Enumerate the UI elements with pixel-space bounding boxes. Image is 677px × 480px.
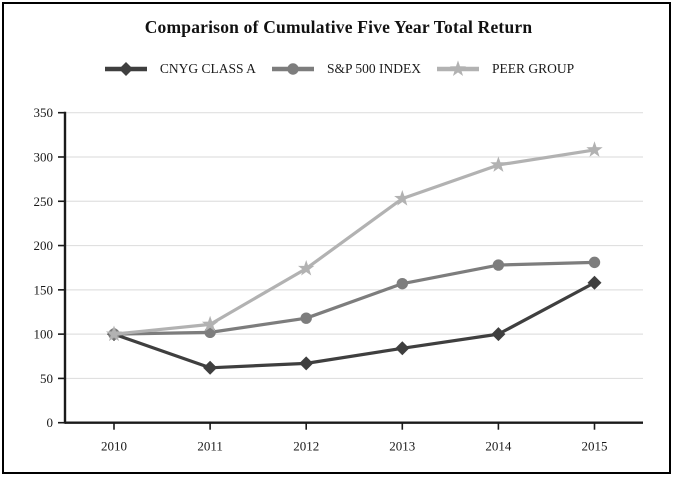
y-tick-label-200: 200 [34,238,54,253]
legend: CNYG CLASS A S&P 500 INDEX PEER GROUP [0,59,677,79]
y-tick-label-250: 250 [34,194,54,209]
series-point-s-p-500-index-2012 [300,312,312,324]
legend-item-s-p-500-index: S&P 500 INDEX [270,59,421,79]
legend-item-peer-group: PEER GROUP [435,59,574,79]
series-point-peer-group-2012 [298,259,315,276]
series-point-cnyg-class-a-2012 [299,356,314,371]
chart-title: Comparison of Cumulative Five Year Total… [144,17,533,37]
legend-label-peer-group: PEER GROUP [491,61,575,76]
series-point-s-p-500-index-2014 [492,259,505,271]
legend-item-cnyg-class-a: CNYG CLASS A [103,59,256,79]
series-point-cnyg-class-a-2013 [395,341,410,356]
legend-circle-icon [271,63,314,75]
x-tick-label-2012: 2012 [293,439,319,454]
series-point-cnyg-class-a-2014 [491,327,506,342]
series-point-peer-group-2011 [201,315,219,332]
x-tick-label-2013: 2013 [389,439,415,454]
legend-marker-cnyg-class-a [118,62,133,76]
y-tick-label-300: 300 [34,149,54,164]
series-point-peer-group-2010 [105,325,123,342]
series-point-cnyg-class-a-2015 [587,275,602,290]
legend-diamond-icon [104,62,147,76]
series-point-peer-group-2013 [394,190,411,206]
legend-label-cnyg-class-a: CNYG CLASS A [159,61,256,76]
y-tick-label-150: 150 [34,282,54,297]
series-line-s-p-500-index [112,260,597,336]
y-tick-label-350: 350 [34,105,54,120]
x-tick-label-2014: 2014 [485,439,512,454]
series-point-s-p-500-index-2015 [588,256,601,269]
y-tick-label-0: 0 [47,415,54,430]
series-point-peer-group-2014 [490,156,507,172]
y-tick-label-50: 50 [40,371,53,386]
legend-marker-s-p-500-index [287,63,299,75]
legend-star-icon [436,60,479,76]
series-point-s-p-500-index-2013 [396,277,408,290]
x-tick-label-2011: 2011 [197,439,223,454]
series-point-peer-group-2015 [586,141,603,157]
legend-marker-peer-group [449,60,467,76]
series-line-peer-group [112,148,597,336]
series-line-cnyg-class-a [112,281,597,370]
x-tick-label-2010: 2010 [101,439,127,454]
x-tick-label-2015: 2015 [582,439,608,454]
legend-label-s-p-500-index: S&P 500 INDEX [326,61,421,76]
series-point-cnyg-class-a-2011 [203,360,218,375]
y-tick-label-100: 100 [34,327,54,342]
